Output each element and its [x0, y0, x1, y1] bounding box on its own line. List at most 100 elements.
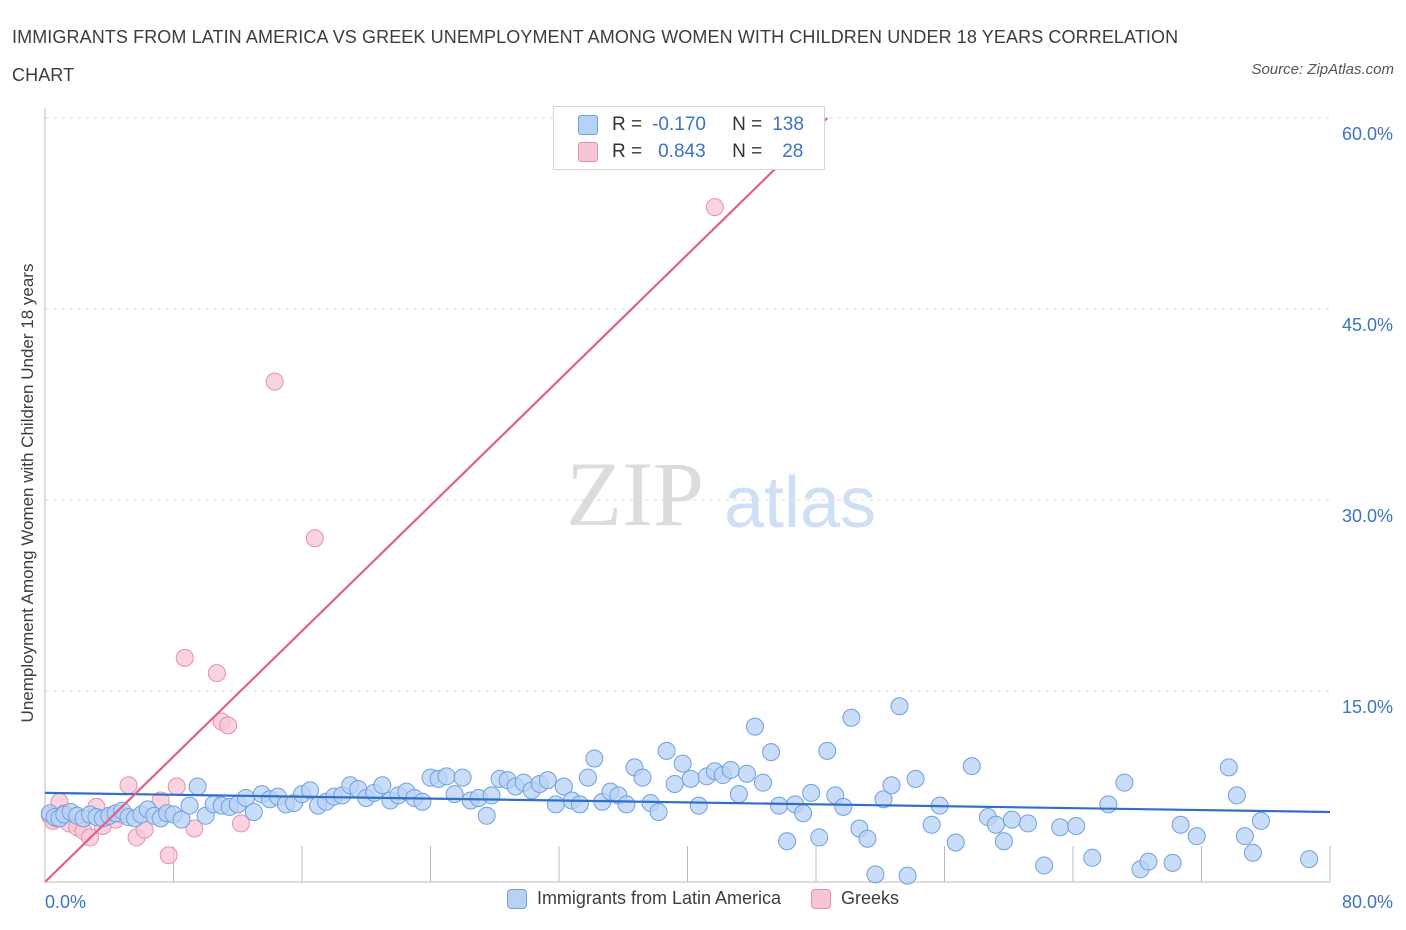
- legend-label: Greeks: [841, 888, 900, 908]
- latin-america-point: [1099, 795, 1118, 814]
- latin-america-point: [922, 815, 941, 834]
- latin-america-point: [538, 771, 557, 790]
- latin-america-point: [453, 768, 472, 787]
- latin-america-point: [689, 796, 708, 815]
- latin-america-point: [437, 767, 456, 786]
- stats-n-label: N =: [732, 141, 763, 162]
- latin-america-point: [1243, 843, 1262, 862]
- latin-america-point: [477, 806, 496, 825]
- latin-america-point: [1300, 850, 1319, 869]
- latin-america-point: [721, 760, 740, 779]
- latin-america-points: [40, 697, 1319, 885]
- legend-swatch-pink: [811, 888, 832, 909]
- legend-item-latin-america[interactable]: Immigrants from Latin America: [506, 888, 782, 909]
- stats-r-value: -0.170: [652, 114, 706, 135]
- greeks-point: [159, 846, 178, 865]
- legend: Immigrants from Latin America Greeks: [0, 888, 1406, 909]
- legend-item-greeks[interactable]: Greeks: [811, 888, 899, 909]
- latin-america-point: [373, 776, 392, 795]
- latin-america-point: [681, 769, 700, 788]
- latin-america-point: [585, 749, 604, 768]
- stats-row-latin-america: R = -0.170 N = 138: [578, 112, 804, 138]
- legend-swatch-blue: [506, 888, 527, 909]
- y-tick-label: 45.0%: [1342, 315, 1393, 335]
- latin-america-point: [1219, 758, 1238, 777]
- stats-swatch-blue: [578, 115, 598, 135]
- latin-america-point: [244, 802, 263, 821]
- stats-r-label: R =: [612, 114, 643, 135]
- latin-america-point: [1139, 852, 1158, 871]
- x-tick-label: 0.0%: [45, 892, 86, 912]
- latin-america-point: [770, 796, 789, 815]
- latin-america-point: [794, 804, 813, 823]
- greeks-point: [305, 529, 324, 548]
- stats-r-label: R =: [612, 141, 643, 162]
- trendlines: [44, 117, 1331, 883]
- latin-america-point: [180, 796, 199, 815]
- chart-title: IMMIGRANTS FROM LATIN AMERICA VS GREEK U…: [12, 27, 1179, 85]
- latin-america-point: [753, 773, 772, 792]
- greeks-point: [231, 814, 250, 833]
- latin-america-point: [188, 777, 207, 796]
- latin-america-point: [633, 768, 652, 787]
- latin-america-point: [762, 743, 781, 762]
- latin-america-point: [810, 828, 829, 847]
- latin-america-point: [1002, 810, 1021, 829]
- latin-america-point: [874, 790, 893, 809]
- latin-america-point: [554, 777, 573, 796]
- latin-america-point: [301, 781, 320, 800]
- latin-america-point: [866, 865, 885, 884]
- latin-america-point: [482, 786, 501, 805]
- greeks-point: [265, 372, 284, 391]
- latin-america-point: [834, 797, 853, 816]
- latin-america-point: [802, 783, 821, 802]
- latin-america-point: [1227, 786, 1246, 805]
- latin-america-point: [986, 815, 1005, 834]
- latin-america-point: [818, 741, 837, 760]
- latin-america-point: [570, 795, 589, 814]
- latin-america-point: [1035, 856, 1054, 875]
- latin-america-point: [657, 741, 676, 760]
- latin-america-point: [546, 795, 565, 814]
- latin-america-point: [649, 802, 668, 821]
- latin-america-point: [745, 717, 764, 736]
- latin-america-trendline: [44, 791, 1331, 814]
- latin-america-point: [1251, 811, 1270, 830]
- latin-america-point: [890, 697, 909, 716]
- greeks-point: [119, 776, 138, 795]
- greeks-point: [167, 777, 186, 796]
- greeks-point: [219, 716, 238, 735]
- latin-america-point: [842, 708, 861, 727]
- stats-swatch-pink: [578, 142, 598, 162]
- greeks-point: [185, 819, 204, 838]
- latin-america-point: [665, 774, 684, 793]
- latin-america-point: [778, 832, 797, 851]
- latin-america-point: [673, 754, 692, 773]
- latin-america-point: [882, 776, 901, 795]
- latin-america-point: [172, 810, 191, 829]
- greeks-point: [705, 198, 724, 217]
- y-tick-label: 15.0%: [1342, 697, 1393, 717]
- latin-america-point: [1235, 827, 1254, 846]
- legend-label: Immigrants from Latin America: [536, 888, 782, 908]
- stats-n-value: 28: [782, 141, 804, 162]
- latin-america-point: [1051, 818, 1070, 837]
- greeks-point: [175, 648, 194, 667]
- latin-america-point: [1115, 773, 1134, 792]
- watermark-atlas: atlas: [724, 463, 876, 543]
- latin-america-point: [737, 764, 756, 783]
- stats-box: R = -0.170 N = 138 R = 0.843 N = 28: [553, 106, 825, 170]
- watermark: ZIP atlas: [566, 443, 876, 545]
- latin-america-point: [1019, 814, 1038, 833]
- latin-america-point: [1171, 815, 1190, 834]
- latin-america-point: [1163, 853, 1182, 872]
- y-tick-label: 30.0%: [1342, 506, 1393, 526]
- latin-america-point: [858, 829, 877, 848]
- stats-r-value: 0.843: [658, 141, 706, 162]
- source-label: Source: ZipAtlas.com: [1251, 61, 1394, 78]
- latin-america-point: [413, 792, 432, 811]
- watermark-zip: ZIP: [566, 443, 704, 545]
- latin-america-point: [906, 769, 925, 788]
- latin-america-point: [946, 833, 965, 852]
